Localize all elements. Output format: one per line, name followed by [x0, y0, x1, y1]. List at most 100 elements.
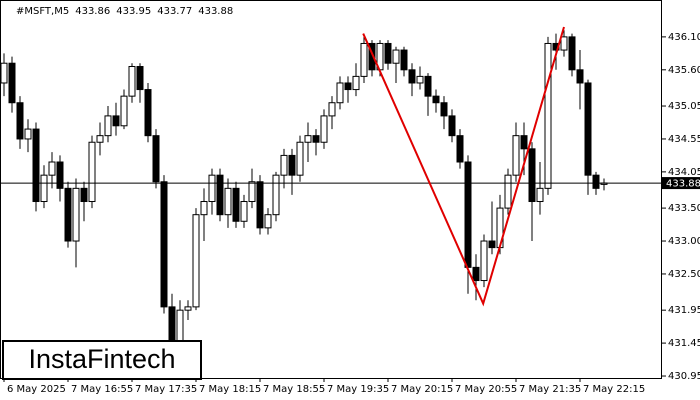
logo: InstaFintech	[28, 344, 175, 374]
y-tick-label: 433.00	[668, 236, 700, 247]
candle-body	[176, 309, 184, 344]
y-tick-label: 434.55	[668, 134, 700, 145]
candle-body	[152, 135, 160, 183]
candle-body	[472, 266, 480, 282]
candle-body	[272, 174, 280, 216]
candle-body	[8, 62, 16, 104]
candle-body	[264, 214, 272, 229]
candle-body	[16, 102, 24, 140]
candle-body	[120, 95, 128, 127]
candle-body	[448, 115, 456, 137]
candle-body	[416, 75, 424, 84]
candle-body	[256, 181, 264, 229]
candle-body	[208, 174, 216, 203]
candle-body	[360, 42, 368, 77]
candle-body	[184, 306, 192, 311]
candle-body	[352, 75, 360, 91]
candle-body	[520, 135, 528, 150]
header-open: 433.86	[75, 6, 110, 17]
current-price-box	[662, 177, 700, 190]
current-price-label: 433.88	[666, 179, 700, 190]
candle-body	[96, 135, 104, 143]
candle-body	[232, 187, 240, 222]
candle-body	[192, 214, 200, 308]
candle-body	[488, 240, 496, 249]
candle-body	[480, 240, 488, 282]
candle-body	[400, 49, 408, 71]
candle-body	[544, 42, 552, 189]
candle-body	[440, 102, 448, 117]
candle-body	[368, 42, 376, 71]
candle-body	[536, 187, 544, 203]
candle-body	[504, 174, 512, 209]
chart-header: #MSFT,M5 433.86 433.95 433.77 433.88	[16, 6, 233, 17]
candle-body	[160, 181, 168, 308]
candle-body	[432, 95, 440, 104]
x-tick-label: 7 May 22:15	[583, 384, 645, 395]
candle-body	[592, 174, 600, 189]
candle-body	[568, 36, 576, 71]
candle-body	[56, 161, 64, 189]
candle-body	[80, 187, 88, 203]
symbol: #MSFT,M5	[16, 6, 69, 17]
candle-body	[560, 36, 568, 51]
candle-body	[88, 141, 96, 203]
x-tick-label: 7 May 19:35	[327, 384, 389, 395]
header-high: 433.95	[116, 6, 151, 17]
candle-body	[424, 75, 432, 97]
x-tick-label: 7 May 18:15	[199, 384, 261, 395]
candle-body	[392, 49, 400, 64]
x-tick-label: 7 May 20:55	[455, 384, 517, 395]
candle-body	[280, 154, 288, 176]
candle-body	[320, 115, 328, 143]
y-tick-label: 433.50	[668, 203, 700, 214]
candle-body	[304, 135, 312, 143]
y-tick-label: 436.10	[668, 32, 700, 43]
y-tick-label: 435.05	[668, 101, 700, 112]
candle-body	[408, 69, 416, 84]
candle-body	[248, 181, 256, 203]
y-tick-label: 430.95	[668, 371, 700, 382]
y-tick-label: 431.45	[668, 338, 700, 349]
candle-body	[312, 135, 320, 143]
candle-body	[528, 148, 536, 203]
x-tick-label: 7 May 20:15	[391, 384, 453, 395]
candle-body	[384, 42, 392, 64]
candle-body	[240, 201, 248, 222]
candle-body	[200, 201, 208, 216]
candle-body	[224, 187, 232, 216]
candle-body	[288, 154, 296, 176]
candle-body	[0, 62, 8, 84]
candle-body	[136, 66, 144, 91]
candle-body	[72, 187, 80, 242]
candle-body	[216, 174, 224, 216]
candle-body	[128, 66, 136, 97]
header-close: 433.88	[198, 6, 233, 17]
x-tick-label: 7 May 17:35	[135, 384, 197, 395]
candle-body	[24, 128, 32, 140]
candle-body	[296, 141, 304, 176]
candle-body	[144, 89, 152, 137]
candle-body	[328, 102, 336, 117]
x-tick-label: 6 May 2025	[7, 384, 66, 395]
candle-body	[48, 161, 56, 176]
candle-body	[64, 187, 72, 242]
plot-frame	[0, 0, 662, 379]
candle-body	[104, 115, 112, 137]
candle-body	[464, 161, 472, 268]
candle-body	[344, 82, 352, 91]
logo-box	[2, 340, 202, 380]
candle-body	[40, 174, 48, 203]
candle-body	[576, 69, 584, 84]
candle-body	[168, 306, 176, 344]
header-low: 433.77	[157, 6, 192, 17]
candle-body	[336, 82, 344, 104]
x-tick-label: 7 May 21:35	[519, 384, 581, 395]
candle-body	[456, 135, 464, 163]
y-tick-label: 431.95	[668, 305, 700, 316]
x-tick-label: 7 May 18:55	[263, 384, 325, 395]
candle-body	[512, 135, 520, 176]
x-tick-label: 7 May 16:55	[71, 384, 133, 395]
candle-body	[584, 82, 592, 176]
